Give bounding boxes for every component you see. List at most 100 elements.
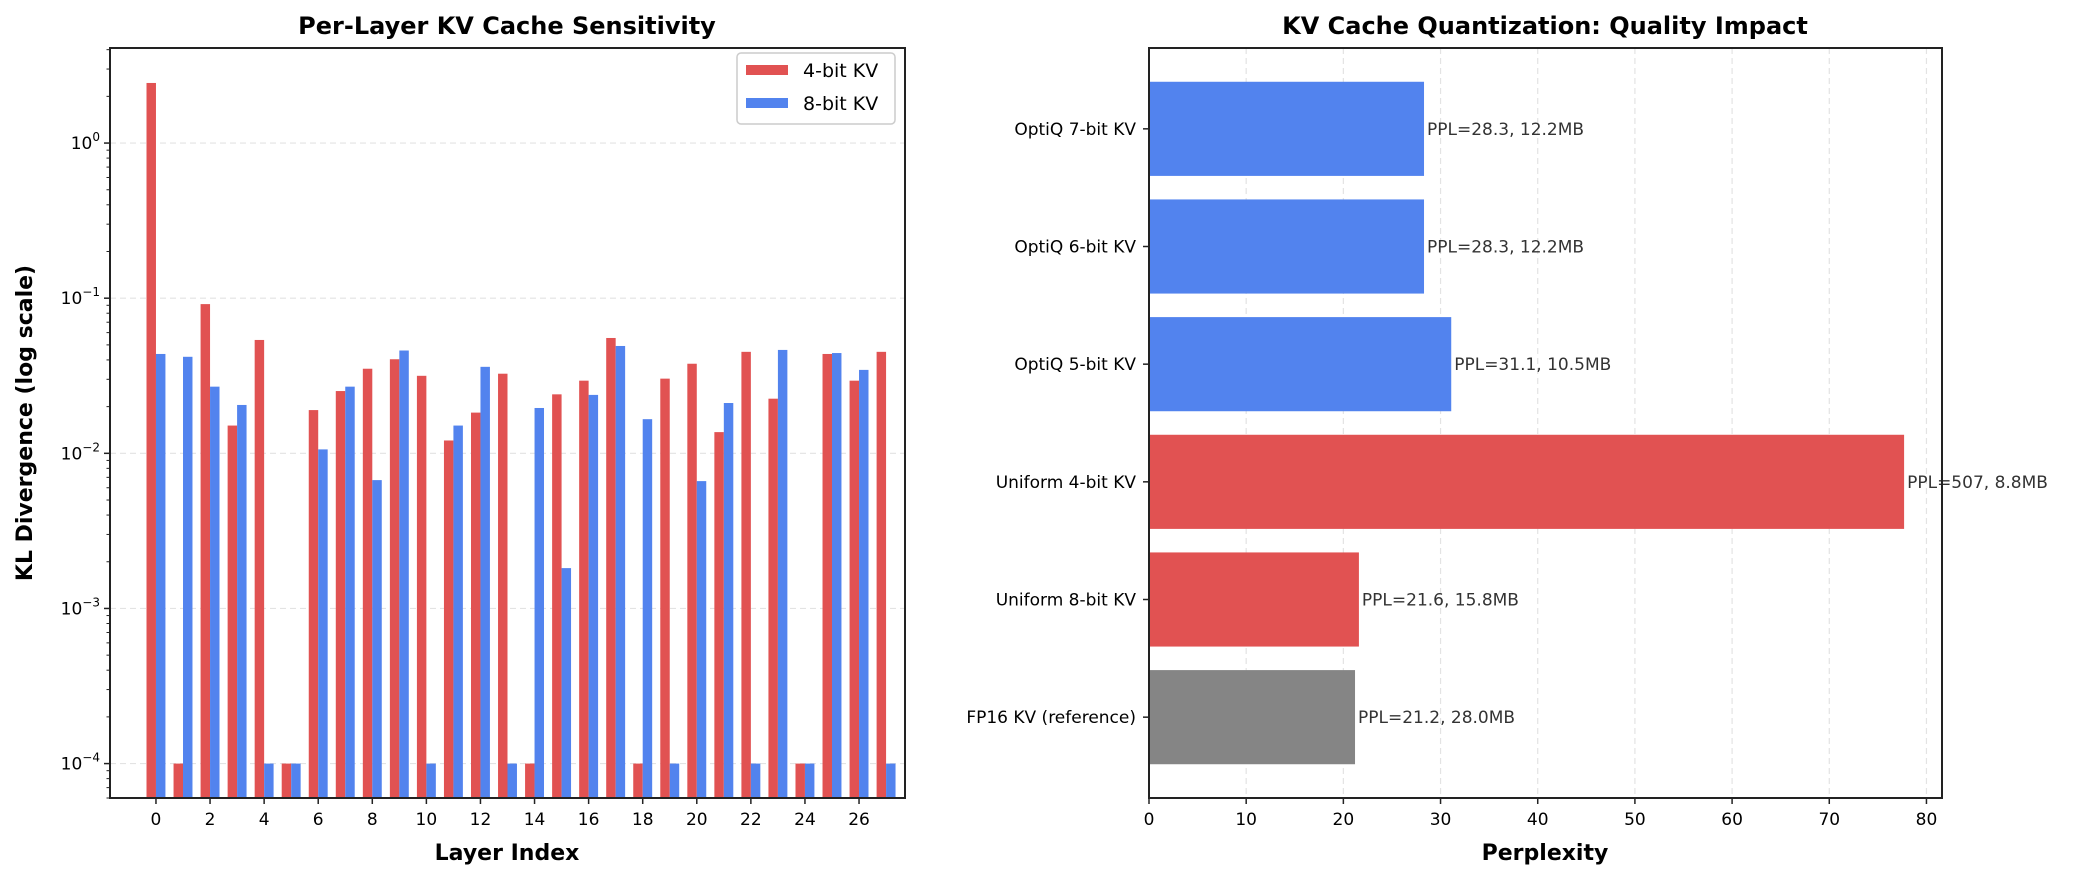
bar-8bit-layer-7 [345, 386, 355, 798]
legend-swatch-4bit [746, 65, 788, 75]
bar-4bit-layer-25 [822, 353, 832, 798]
bar-fp16-kv-reference [1149, 670, 1356, 765]
bar-8bit-layer-5 [291, 763, 301, 798]
bar-8bit-layer-9 [399, 350, 409, 798]
bar-data-label: PPL=28.3, 12.2MB [1427, 238, 1584, 258]
bar-data-label: PPL=21.2, 28.0MB [1358, 708, 1515, 728]
bar-8bit-layer-23 [777, 349, 788, 798]
x-tick-label: 30 [1430, 810, 1452, 830]
bar-4bit-layer-0 [146, 82, 156, 799]
x-tick-label: 70 [1818, 810, 1840, 830]
bar-8bit-layer-22 [750, 763, 761, 798]
bar-4bit-layer-6 [308, 410, 319, 798]
y-tick-label: FP16 KV (reference) [966, 708, 1136, 728]
right-chart-title: KV Cache Quantization: Quality Impact [1282, 12, 1808, 40]
bar-data-label: PPL=28.3, 12.2MB [1427, 120, 1584, 140]
bar-optiq-6-bit-kv [1149, 199, 1425, 294]
bar-8bit-layer-26 [859, 369, 869, 798]
bar-8bit-layer-3 [237, 404, 247, 798]
bar-8bit-layer-11 [453, 425, 463, 798]
bar-4bit-layer-15 [552, 394, 562, 798]
bar-8bit-layer-10 [426, 763, 436, 798]
x-tick-label: 80 [1916, 810, 1938, 830]
bar-8bit-layer-15 [561, 568, 572, 798]
x-tick-label: 10 [416, 810, 438, 830]
x-tick-label: 24 [794, 810, 816, 830]
bar-4bit-layer-3 [227, 425, 238, 798]
bar-4bit-layer-27 [876, 351, 887, 798]
bar-8bit-layer-20 [696, 481, 707, 798]
bar-4bit-layer-14 [525, 763, 535, 798]
bar-4bit-layer-19 [660, 378, 670, 798]
bar-8bit-layer-8 [372, 480, 382, 798]
left-x-axis-label: Layer Index [435, 841, 580, 866]
bar-8bit-layer-12 [480, 366, 490, 798]
x-tick-label: 10 [1235, 810, 1257, 830]
bar-4bit-layer-21 [714, 432, 724, 798]
bar-8bit-layer-6 [318, 449, 328, 798]
y-tick-label: 100 [71, 130, 100, 154]
bar-4bit-layer-17 [606, 337, 616, 798]
bar-8bit-layer-19 [669, 763, 680, 798]
bar-uniform-4-bit-kv [1149, 434, 1905, 529]
y-tick-label: Uniform 8-bit KV [996, 590, 1137, 610]
bar-8bit-layer-1 [183, 356, 193, 798]
bar-4bit-layer-13 [498, 373, 508, 798]
legend: 4-bit KV 8-bit KV [736, 52, 896, 125]
x-tick-label: 2 [205, 810, 216, 830]
legend-label-8bit: 8-bit KV [803, 93, 878, 115]
bar-4bit-layer-22 [741, 351, 751, 798]
bar-4bit-layer-24 [795, 763, 805, 798]
bar-8bit-layer-25 [831, 353, 842, 798]
bar-data-label: PPL=21.6, 15.8MB [1362, 590, 1519, 610]
x-tick-label: 22 [740, 810, 762, 830]
x-tick-label: 50 [1624, 810, 1646, 830]
bar-8bit-layer-27 [886, 763, 896, 798]
bar-8bit-layer-13 [507, 763, 517, 798]
bar-4bit-layer-8 [362, 368, 373, 798]
bar-optiq-5-bit-kv [1149, 317, 1452, 412]
right-axes-frame [1148, 47, 1943, 799]
bar-8bit-layer-24 [804, 763, 815, 798]
bar-8bit-layer-17 [615, 345, 626, 798]
bar-4bit-layer-2 [200, 304, 211, 798]
bar-4bit-layer-5 [281, 763, 292, 798]
bar-8bit-layer-16 [588, 394, 599, 798]
y-tick-label: OptiQ 5-bit KV [1014, 355, 1136, 375]
bar-4bit-layer-26 [849, 380, 860, 798]
bar-8bit-layer-14 [534, 407, 545, 798]
x-tick-label: 18 [632, 810, 654, 830]
perplexity-chart: KV Cache Quantization: Quality Impact PP… [966, 12, 2048, 866]
bar-4bit-layer-9 [389, 359, 400, 798]
y-tick-label: Uniform 4-bit KV [996, 473, 1137, 493]
x-tick-label: 40 [1527, 810, 1549, 830]
x-tick-label: 20 [686, 810, 708, 830]
x-tick-label: 16 [578, 810, 600, 830]
bar-4bit-layer-4 [254, 339, 265, 798]
x-tick-label: 4 [259, 810, 270, 830]
bar-data-label: PPL=31.1, 10.5MB [1454, 355, 1611, 375]
left-y-axis-label: KL Divergence (log scale) [13, 265, 38, 581]
legend-label-4bit: 4-bit KV [803, 60, 878, 82]
left-axes-frame [109, 47, 906, 799]
bar-optiq-7-bit-kv [1149, 81, 1425, 176]
x-tick-label: 14 [524, 810, 546, 830]
bar-4bit-layer-10 [416, 375, 427, 798]
x-tick-label: 26 [848, 810, 870, 830]
bar-4bit-layer-11 [443, 440, 454, 798]
bar-8bit-layer-4 [264, 763, 274, 798]
bar-uniform-8-bit-kv [1149, 552, 1359, 647]
x-tick-label: 8 [367, 810, 378, 830]
bar-4bit-layer-20 [687, 363, 697, 798]
y-tick-label: OptiQ 7-bit KV [1014, 120, 1136, 140]
x-tick-label: 60 [1721, 810, 1743, 830]
bar-4bit-layer-7 [335, 391, 346, 798]
bar-8bit-layer-0 [155, 353, 166, 798]
bar-8bit-layer-2 [210, 386, 220, 798]
x-tick-label: 0 [1144, 810, 1155, 830]
bar-4bit-layer-12 [470, 412, 481, 798]
legend-swatch-8bit [746, 98, 788, 108]
y-tick-label: 10−2 [61, 440, 100, 464]
y-tick-label: OptiQ 6-bit KV [1014, 238, 1136, 258]
right-x-axis-label: Perplexity [1482, 841, 1609, 866]
